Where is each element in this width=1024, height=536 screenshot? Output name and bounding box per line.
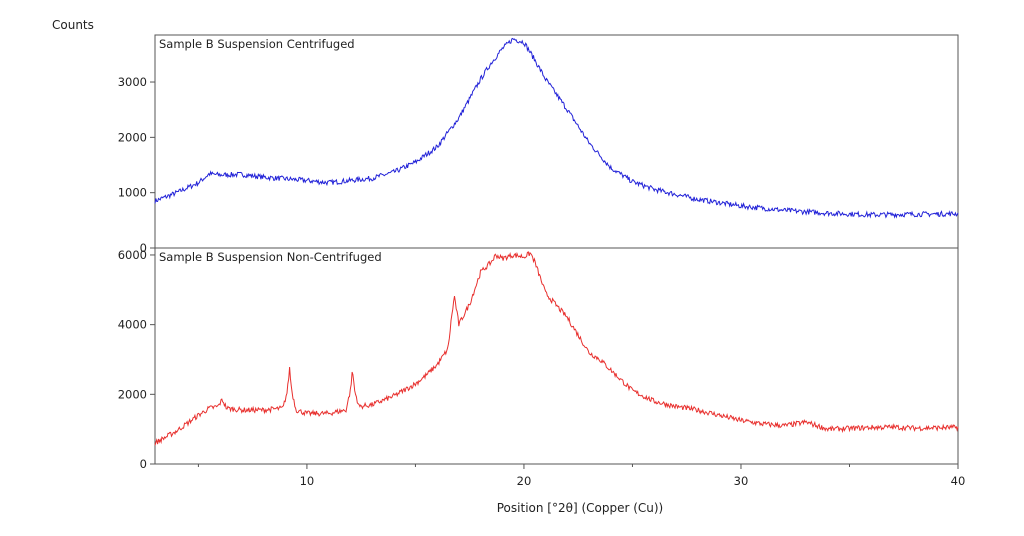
panel-0-series-0-line [154,37,959,219]
panel-1-y-tick-label: 2000 [118,387,147,401]
panel-top-title: Sample B Suspension Centrifuged [159,37,355,51]
panel-top-y-ticks: 0 1000 2000 3000 [118,75,155,255]
panel-0-y-tick-label: 1000 [118,186,147,200]
x-tick-label: 20 [517,474,532,488]
panel-bottom-frame [154,247,959,465]
panel-0-y-tick-label: 2000 [118,130,147,144]
panel-top: Sample B Suspension Centrifuged 0 1000 200… [118,34,959,255]
panel-bottom-series [154,251,959,446]
y-axis-label: Counts [52,18,94,32]
x-axis-ticks: 10 20 30 40 [197,464,966,488]
panel-1-y-tick-label: 0 [140,457,147,471]
panel-1-y-tick-label: 6000 [118,248,147,262]
panel-bottom: Sample B Suspension Non-Centrifuged 0 200… [118,247,959,471]
x-tick-label: 30 [734,474,749,488]
panel-top-series [154,37,959,219]
panel-bottom-y-ticks: 0 2000 4000 6000 [118,248,155,471]
panel-bottom-title: Sample B Suspension Non-Centrifuged [159,250,382,264]
x-tick-label: 40 [951,474,966,488]
x-axis-label: Position [°2θ] (Copper (Cu)) [497,501,664,515]
panel-0-y-tick-label: 3000 [118,75,147,89]
panel-0-y-tick-label: 0 [140,241,147,255]
panel-1-y-tick-label: 4000 [118,318,147,332]
panel-1-series-0-line [154,251,959,446]
x-tick-label: 10 [300,474,315,488]
